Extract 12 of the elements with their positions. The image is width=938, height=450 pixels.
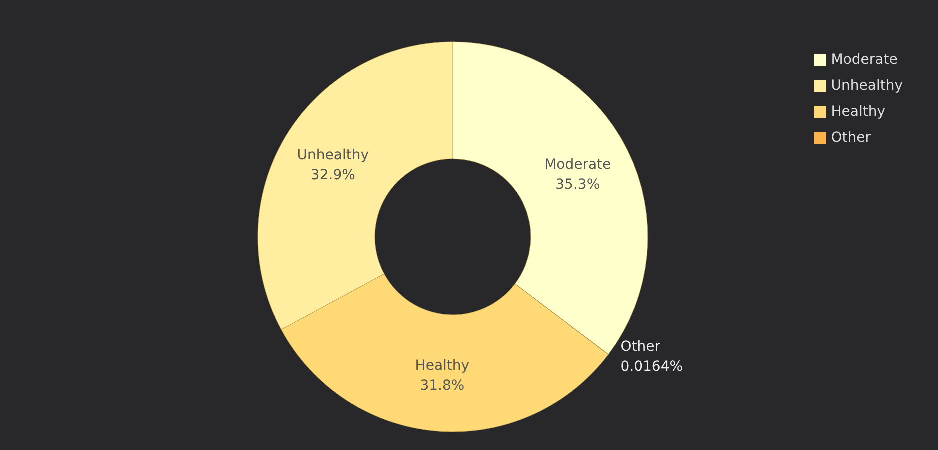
legend-label: Healthy <box>831 104 886 120</box>
legend-label: Unhealthy <box>831 78 904 94</box>
legend-label: Other <box>831 130 872 146</box>
data-label: 32.9% <box>310 168 356 184</box>
slice-label: Healthy <box>415 358 470 374</box>
slice-label: Moderate <box>544 156 612 173</box>
slice-label: Unhealthy <box>297 148 370 164</box>
data-label: 35.3% <box>556 176 600 193</box>
legend-label: Moderate <box>831 52 898 68</box>
data-label: 31.8% <box>420 378 465 394</box>
data-label: 0.0164% <box>620 359 684 376</box>
slice-label: Other <box>620 339 661 356</box>
